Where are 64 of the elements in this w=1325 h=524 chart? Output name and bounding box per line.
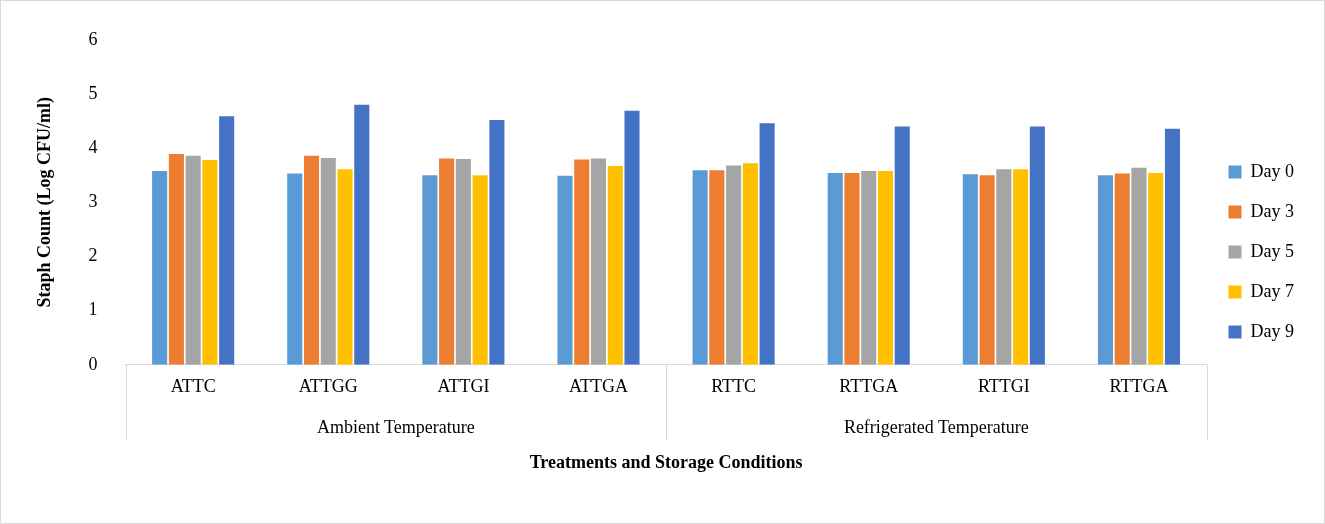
bar xyxy=(1114,173,1130,365)
bar xyxy=(337,169,353,365)
bar xyxy=(320,157,336,365)
bar xyxy=(759,123,775,365)
bar xyxy=(439,158,455,365)
bar xyxy=(1013,169,1029,365)
bar xyxy=(168,154,184,365)
x-tick-label: ATTC xyxy=(170,376,216,397)
y-tick-label: 6 xyxy=(88,28,98,49)
x-axis-title: Treatments and Storage Conditions xyxy=(529,451,803,472)
bar xyxy=(709,170,725,365)
bar xyxy=(962,174,978,365)
y-tick-label: 3 xyxy=(88,191,98,212)
bar xyxy=(287,173,303,365)
bar xyxy=(1164,128,1180,365)
bar xyxy=(742,163,758,365)
y-tick-label: 1 xyxy=(88,299,98,320)
bar xyxy=(422,175,438,365)
text: Ambient Temperature xyxy=(316,416,475,437)
y-tick-label: 2 xyxy=(88,245,98,266)
legend-label: Day 7 xyxy=(1250,280,1295,301)
bar xyxy=(692,170,708,365)
bar xyxy=(202,160,218,365)
legend-label: Day 9 xyxy=(1250,320,1295,341)
bar xyxy=(185,155,201,365)
bar xyxy=(861,170,877,365)
bar xyxy=(472,175,488,365)
bar xyxy=(844,173,860,365)
bar xyxy=(219,116,235,365)
bar xyxy=(1029,126,1045,365)
bar xyxy=(894,126,910,365)
bar xyxy=(354,104,370,365)
y-tick-label: 4 xyxy=(88,136,98,157)
x-tick-label: RTTGA xyxy=(839,376,899,397)
legend-label: Day 0 xyxy=(1250,160,1295,181)
bar xyxy=(1131,167,1147,365)
bar xyxy=(489,119,505,365)
bar xyxy=(827,173,843,365)
y-tick-label: 0 xyxy=(88,353,98,374)
x-tick-label: RTTGA xyxy=(1109,376,1169,397)
bar xyxy=(607,166,623,365)
bar xyxy=(726,165,742,365)
x-tick-label: ATTGA xyxy=(569,376,628,397)
x-tick-label: RTTGI xyxy=(977,376,1030,397)
y-tick-label: 5 xyxy=(88,82,98,103)
bar xyxy=(557,175,573,365)
bar xyxy=(574,159,590,365)
x-tick-label: RTTC xyxy=(711,376,757,397)
bar xyxy=(996,169,1012,365)
bar xyxy=(303,155,320,365)
bar xyxy=(590,158,607,365)
x-tick-label: ATTGI xyxy=(437,376,490,397)
bar xyxy=(1148,173,1164,365)
legend-label: Day 5 xyxy=(1250,240,1295,261)
bar xyxy=(1097,175,1113,365)
bar xyxy=(455,158,471,365)
y-axis-title: Staph Count (Log CFU/ml) xyxy=(34,97,56,308)
legend-label: Day 3 xyxy=(1250,200,1295,221)
text: Refrigerated Temperature xyxy=(843,416,1029,437)
x-tick-label: ATTGG xyxy=(298,376,358,397)
bar xyxy=(877,170,894,365)
bar xyxy=(624,110,640,365)
bar xyxy=(979,175,995,365)
bar xyxy=(152,170,168,365)
